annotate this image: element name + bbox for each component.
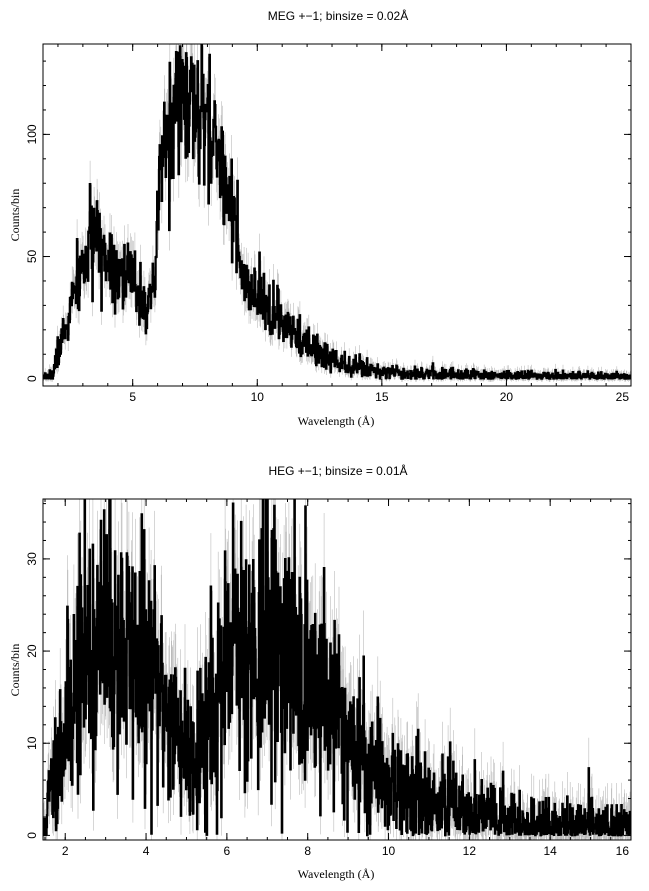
meg-plot-frame — [42, 43, 632, 387]
meg-x-tick-label: 15 — [375, 390, 389, 404]
heg-y-axis-label: Counts/bin — [8, 644, 22, 697]
heg-spectrum-panel: HEG +−1; binsize = 0.01Å 2 4 6 8 10 12 14 16 0 10… — [8, 463, 632, 881]
meg-y-tick-label: 50 — [25, 250, 39, 264]
heg-x-tick-label: 14 — [543, 844, 557, 858]
heg-spectrum-line — [43, 499, 631, 837]
meg-spectrum-line — [43, 44, 631, 380]
meg-error-bars — [43, 44, 631, 382]
heg-x-tick-label: 2 — [62, 844, 69, 858]
heg-y-tick-label: 0 — [25, 832, 39, 839]
meg-y-axis-label: Counts/bin — [8, 189, 22, 242]
heg-y-tick-label: 10 — [25, 736, 39, 750]
meg-chart-title: MEG +−1; binsize = 0.02Å — [268, 8, 408, 23]
meg-x-tick-label: 25 — [616, 390, 630, 404]
meg-spectrum-panel: MEG +−1; binsize = 0.02Å 5 10 15 20 25 0 50 100… — [8, 8, 632, 428]
meg-x-tick-label: 10 — [251, 390, 265, 404]
heg-x-tick-label: 6 — [224, 844, 231, 858]
meg-y-tick-label: 100 — [25, 124, 39, 144]
heg-y-tick-label: 20 — [25, 644, 39, 658]
heg-chart-title: HEG +−1; binsize = 0.01Å — [268, 463, 407, 478]
heg-x-tick-label: 10 — [382, 844, 396, 858]
meg-y-tick-label: 0 — [25, 375, 39, 382]
heg-x-tick-label: 16 — [616, 844, 630, 858]
heg-x-tick-label: 12 — [463, 844, 477, 858]
heg-y-tick-label: 30 — [25, 552, 39, 566]
meg-x-axis-label: Wavelength (Å) — [298, 414, 375, 428]
heg-x-axis-label: Wavelength (Å) — [298, 867, 375, 881]
meg-x-tick-label: 5 — [129, 390, 136, 404]
heg-x-tick-label: 4 — [143, 844, 150, 858]
meg-x-tick-label: 20 — [500, 390, 514, 404]
heg-x-tick-label: 8 — [304, 844, 311, 858]
